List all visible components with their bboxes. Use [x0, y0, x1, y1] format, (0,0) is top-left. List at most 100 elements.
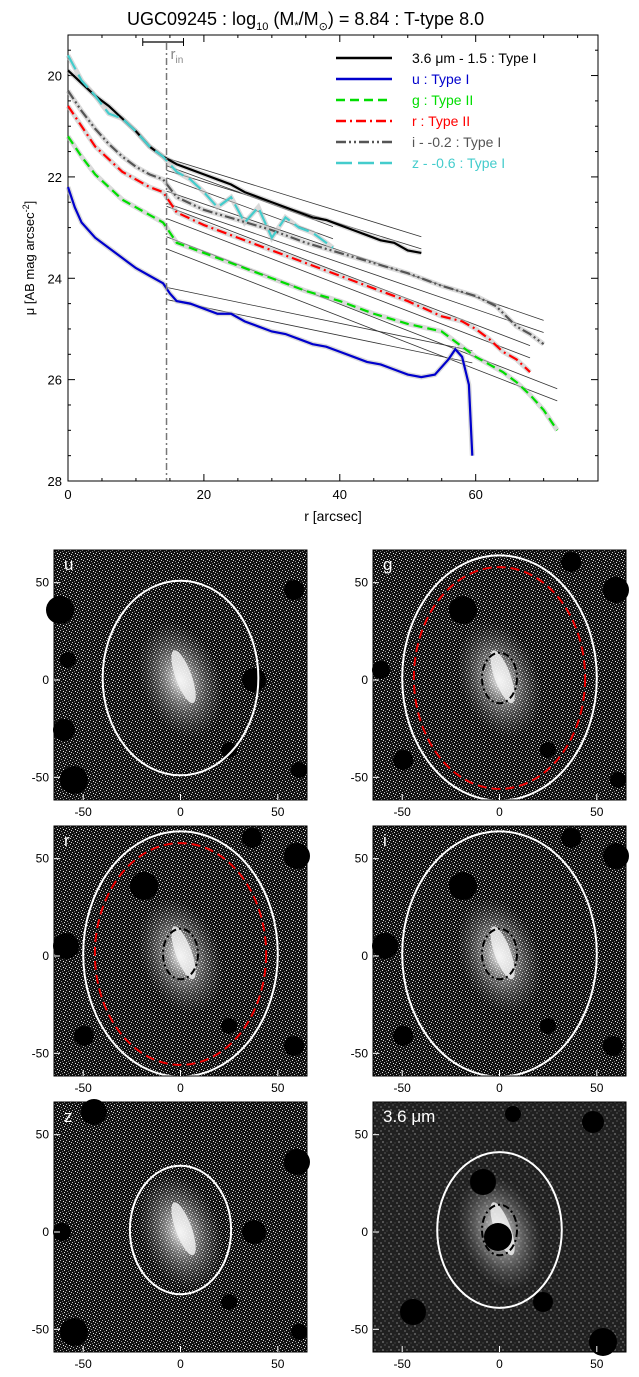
- series-line: [66, 186, 474, 456]
- star-mask: [221, 742, 237, 758]
- y-tick-label: 28: [48, 474, 62, 489]
- panel-x-tick-label: 0: [177, 1357, 184, 1371]
- star-mask: [46, 596, 74, 624]
- panel-label: z: [64, 1107, 73, 1126]
- panel-x-tick-label: -50: [394, 805, 412, 819]
- y-tick-label: 26: [48, 373, 62, 388]
- panel-x-tick-label: 50: [271, 1357, 285, 1371]
- image-panel: r -50 0 50 50 0 -50: [32, 825, 310, 1095]
- star-mask: [242, 828, 262, 848]
- panel-label: u: [64, 555, 73, 574]
- panel-x-tick-label: -50: [394, 1357, 412, 1371]
- star-mask: [242, 1220, 266, 1244]
- star-mask: [284, 1036, 304, 1056]
- panel-x-tick-label: 0: [496, 805, 503, 819]
- star-mask: [284, 580, 304, 600]
- galaxy-core: [490, 926, 515, 980]
- legend-entry: u : Type I: [412, 71, 469, 87]
- panel-x-tick-label: 50: [590, 805, 604, 819]
- y-tick-label: 24: [48, 271, 62, 286]
- panel-y-tick-label: 0: [361, 673, 368, 687]
- panel-x-tick-label: 50: [271, 1081, 285, 1095]
- star-mask: [449, 872, 477, 900]
- star-mask: [372, 933, 398, 959]
- panel-x-tick-label: 0: [177, 805, 184, 819]
- star-mask: [284, 843, 310, 869]
- x-tick-label: 40: [333, 487, 347, 502]
- series-line: [67, 54, 334, 249]
- star-mask: [582, 1111, 604, 1133]
- fit-line: [166, 218, 531, 359]
- star-mask: [561, 552, 581, 572]
- chart-title-part: UGC09245 : log10 (M*/M⊙) = 8.84 : T-type…: [127, 9, 484, 33]
- panel-x-tick-label: -50: [75, 1357, 93, 1371]
- star-mask: [470, 1169, 496, 1195]
- panel-y-tick-label: 0: [361, 1225, 368, 1239]
- panel-x-tick-label: 50: [271, 805, 285, 819]
- panel-y-tick-label: 50: [355, 576, 369, 590]
- panel-x-tick-label: 0: [496, 1081, 503, 1095]
- outer-ellipse: [128, 1164, 233, 1296]
- fit-line: [166, 248, 558, 402]
- star-mask: [60, 766, 88, 794]
- panel-y-tick-label: -50: [32, 1322, 50, 1336]
- star-mask: [561, 828, 581, 848]
- image-panel: 3.6 μm -50 0 50 50 0 -50: [351, 1101, 627, 1371]
- star-mask: [603, 1036, 623, 1056]
- star-mask: [589, 1328, 617, 1356]
- outer-ellipse: [436, 1151, 563, 1309]
- panel-y-tick-label: 0: [42, 673, 49, 687]
- fit-line: [166, 202, 544, 333]
- panel-y-tick-label: 50: [36, 576, 50, 590]
- panel-x-tick-label: -50: [75, 805, 93, 819]
- panel-y-tick-label: 50: [36, 1128, 50, 1142]
- panel-label: i: [383, 831, 387, 850]
- break-ellipse: [412, 566, 587, 790]
- star-mask: [74, 1026, 94, 1046]
- panel-y-tick-label: 0: [361, 949, 368, 963]
- inner-ellipse: [480, 927, 519, 981]
- star-mask: [130, 872, 158, 900]
- outer-ellipse: [82, 830, 279, 1078]
- panel-label: r: [64, 831, 70, 850]
- x-tick-label: 20: [197, 487, 211, 502]
- panel-y-tick-label: 50: [355, 852, 369, 866]
- star-mask: [60, 1318, 88, 1346]
- axes: 0 20 40 60 20 22 24 26 28: [48, 35, 598, 502]
- y-tick-label: 20: [48, 69, 62, 84]
- star-mask: [449, 596, 477, 624]
- series-line: [67, 105, 531, 373]
- star-mask: [603, 843, 629, 869]
- legend-entry: g : Type II: [412, 92, 473, 108]
- star-mask: [533, 1292, 553, 1312]
- star-mask: [60, 652, 76, 668]
- panel-y-tick-label: -50: [32, 770, 50, 784]
- legend-entry: 3.6 μm - 1.5 : Type I: [412, 50, 537, 66]
- inner-ellipse: [480, 1203, 519, 1257]
- star-mask: [400, 1299, 426, 1325]
- star-mask: [242, 668, 266, 692]
- star-mask: [284, 1149, 310, 1175]
- outer-ellipse: [401, 554, 598, 802]
- series-line: [67, 135, 559, 431]
- fit-lines: [166, 157, 558, 402]
- plot-frame: [67, 34, 599, 482]
- inner-ellipse: [480, 651, 519, 705]
- star-mask: [53, 719, 75, 741]
- panel-x-tick-label: -50: [75, 1081, 93, 1095]
- star-mask: [221, 1294, 237, 1310]
- panel-y-tick-label: -50: [351, 1322, 369, 1336]
- panel-x-tick-label: 50: [590, 1357, 604, 1371]
- star-mask: [221, 1018, 237, 1034]
- series-lines: [65, 54, 560, 456]
- panel-x-tick-label: 0: [177, 1081, 184, 1095]
- panel-x-tick-label: 0: [496, 1357, 503, 1371]
- panel-label: g: [383, 555, 392, 574]
- panel-x-tick-label: -50: [394, 1081, 412, 1095]
- r-in-marker: rin: [142, 38, 185, 481]
- star-mask: [53, 1223, 71, 1241]
- legend: 3.6 μm - 1.5 : Type I u : Type I g : Type …: [336, 50, 537, 171]
- inner-ellipse: [161, 927, 200, 981]
- panel-y-tick-label: 0: [42, 949, 49, 963]
